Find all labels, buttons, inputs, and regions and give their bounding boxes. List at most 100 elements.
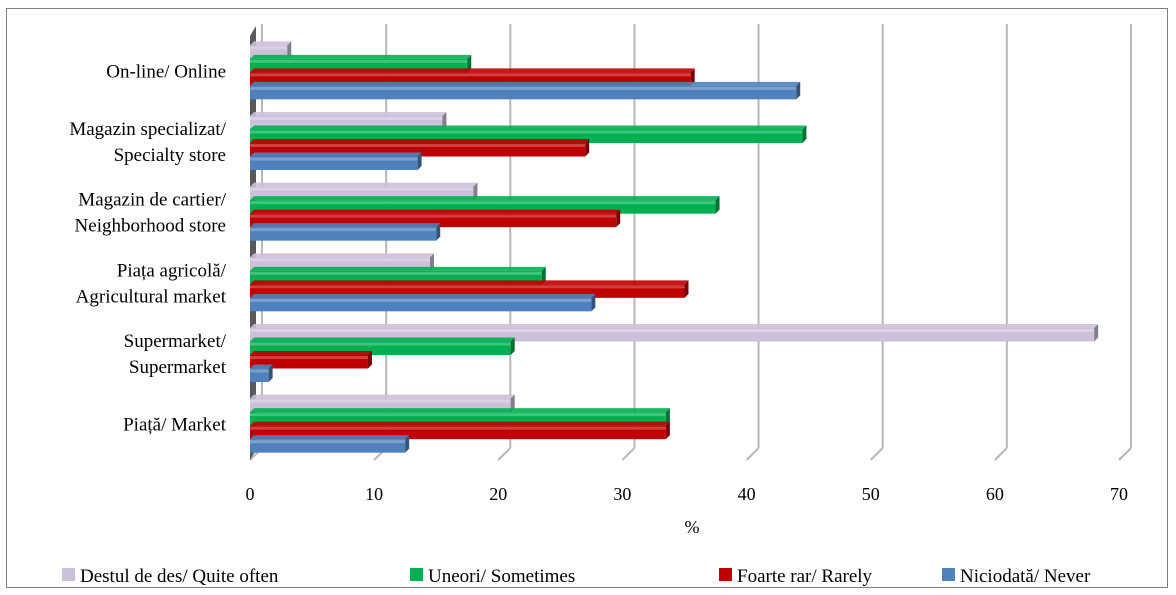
category-label: Magazin specializat/ — [69, 119, 226, 140]
bar-highlight — [250, 187, 474, 191]
x-tick-label: 60 — [986, 484, 1004, 504]
bar-end — [690, 68, 695, 86]
bar-highlight — [250, 413, 666, 417]
bar-end — [405, 435, 410, 453]
legend-swatch — [410, 568, 423, 581]
bar-highlight — [250, 46, 288, 50]
category-label: Supermarket — [129, 357, 227, 378]
category-label: Neighborhood store — [75, 216, 226, 237]
bar-highlight — [250, 130, 803, 134]
category-label: Specialty store — [114, 145, 226, 166]
bar-top — [250, 266, 546, 271]
bar-highlight — [250, 73, 691, 77]
bar — [250, 293, 596, 312]
bar-face — [250, 439, 406, 453]
bar-top — [250, 280, 689, 285]
bar-end — [510, 337, 515, 355]
bar-highlight — [250, 285, 685, 289]
gridline-floor — [1118, 447, 1132, 461]
legend: Destul de des/ Quite often Uneori/ Someti… — [62, 566, 1091, 587]
bar-top — [250, 351, 372, 355]
bar-top — [250, 364, 273, 369]
category-label: Piață/ Market — [123, 415, 227, 436]
category-label: On-line/ Online — [106, 61, 226, 82]
bar-top — [250, 223, 441, 228]
bar — [250, 152, 422, 170]
x-tick-label: 40 — [738, 484, 756, 504]
bar-highlight — [250, 59, 468, 63]
gridline-floor — [745, 447, 760, 461]
category-label: Magazin de cartier/ — [78, 190, 226, 211]
bar — [250, 351, 372, 369]
bar — [250, 364, 273, 382]
bar — [250, 223, 441, 241]
gridline-floor — [870, 447, 884, 461]
legend-entry: Niciodată/ Never — [960, 566, 1091, 587]
bar-top — [250, 253, 435, 258]
bar-highlight — [250, 117, 443, 120]
bar-highlight — [250, 426, 666, 430]
bar-top — [250, 152, 422, 157]
legend-swatch — [942, 568, 955, 581]
bar-end — [1094, 324, 1099, 342]
bar — [250, 435, 410, 453]
category-label: Piața agricolă/ — [117, 260, 227, 281]
bar-face — [250, 227, 437, 241]
bar-top — [250, 394, 515, 399]
bar — [250, 81, 801, 100]
bar-highlight — [250, 201, 716, 205]
category-labels: On-line/ Online Magazin specializat/Speci… — [69, 61, 226, 435]
bar-end — [473, 182, 478, 201]
bar-top — [250, 139, 590, 143]
legend-entry: Uneori/ Sometimes — [428, 566, 575, 587]
bar-face — [250, 85, 797, 100]
bar-top — [250, 112, 447, 116]
bar-end — [665, 421, 670, 440]
bar-face — [250, 156, 418, 170]
x-axis-label: % — [685, 517, 700, 537]
bar-top — [250, 54, 472, 59]
bars — [250, 41, 1099, 453]
legend-entry: Foarte rar/ Rarely — [737, 566, 873, 587]
bar-highlight — [250, 214, 617, 218]
bar-top — [250, 209, 621, 214]
bar-top — [250, 125, 807, 130]
bar-face — [250, 355, 368, 369]
bar-end — [796, 81, 801, 100]
bar-face — [250, 297, 592, 312]
legend-swatch — [62, 568, 75, 581]
bar-top — [250, 435, 410, 440]
bar-end — [585, 139, 590, 157]
legend-entry: Destul de des/ Quite often — [80, 566, 279, 587]
bar-top — [250, 41, 292, 46]
gridline-floor — [621, 447, 636, 461]
bar-top — [250, 324, 1099, 328]
bar-end — [287, 41, 292, 59]
bar-end — [430, 253, 435, 271]
bar-highlight — [250, 271, 542, 275]
bar-end — [665, 408, 670, 426]
bar-end — [436, 223, 441, 241]
legend-swatch — [719, 568, 732, 581]
bar-end — [417, 152, 422, 170]
bar-top — [250, 182, 478, 187]
bar-highlight — [250, 399, 511, 403]
bar-top — [250, 421, 670, 426]
bar-top — [250, 196, 720, 201]
bar-end — [442, 112, 447, 130]
x-tick-label: 50 — [862, 484, 880, 504]
bar-end — [510, 394, 515, 413]
bar-end — [541, 266, 546, 285]
bar-face — [250, 368, 269, 382]
gridline-floor — [994, 447, 1008, 461]
bar-highlight — [250, 258, 431, 262]
x-tick-label: 70 — [1110, 484, 1128, 504]
bar-top — [250, 408, 670, 413]
gridline-floor — [497, 447, 511, 461]
x-tick-label: 30 — [613, 484, 631, 504]
x-tick-label: 20 — [489, 484, 507, 504]
bar-end — [802, 125, 807, 143]
bar-top — [250, 337, 515, 342]
bar-highlight — [250, 342, 511, 346]
